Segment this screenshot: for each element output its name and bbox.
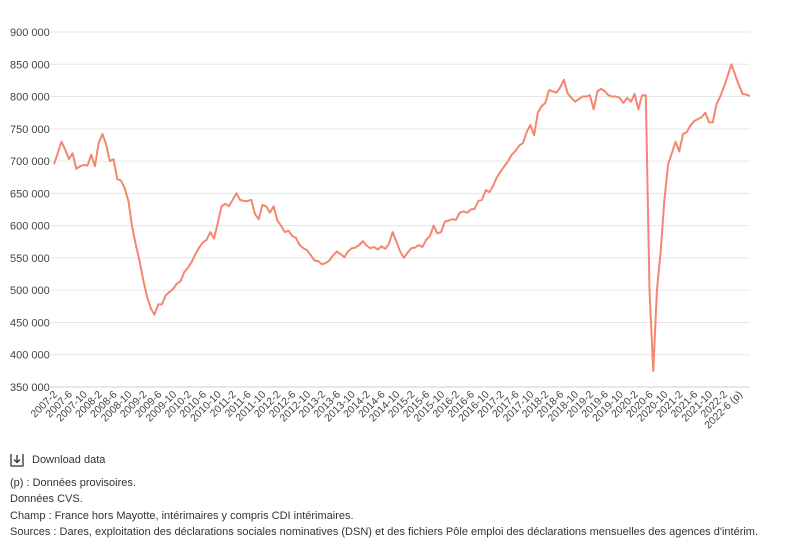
- y-tick-label: 900 000: [10, 27, 50, 39]
- download-data-button[interactable]: Download data: [10, 452, 758, 469]
- series-line: [53, 63, 751, 372]
- x-axis-ticks: 2007-22007-62007-102008-22008-62008-1020…: [29, 389, 745, 432]
- note-provisional: (p) : Données provisoires.: [10, 476, 136, 489]
- y-tick-label: 400 000: [10, 350, 50, 362]
- note-sources: Sources : Dares, exploitation des déclar…: [10, 526, 759, 538]
- line-chart: 350 000 400 000 450 000 500 000 550 000 600 0…: [10, 27, 751, 432]
- download-data-label: Download data: [32, 454, 106, 466]
- note-scope: Champ : France hors Mayotte, intérimaire…: [10, 509, 354, 522]
- y-tick-label: 350 000: [10, 382, 50, 394]
- y-tick-label: 600 000: [10, 221, 50, 233]
- y-tick-label: 800 000: [10, 92, 50, 104]
- y-tick-label: 850 000: [10, 59, 50, 71]
- y-axis-ticks: 350 000 400 000 450 000 500 000 550 000 600 0…: [10, 27, 50, 394]
- y-tick-label: 550 000: [10, 253, 50, 265]
- y-tick-label: 500 000: [10, 285, 50, 297]
- y-tick-label: 650 000: [10, 188, 50, 200]
- note-cvs: Données CVS.: [10, 493, 83, 505]
- y-tick-label: 750 000: [10, 124, 50, 136]
- gridlines: [50, 31, 750, 388]
- y-tick-label: 450 000: [10, 317, 50, 329]
- chart-footer: Download data (p) : Données provisoires.…: [10, 452, 758, 541]
- y-tick-label: 700 000: [10, 156, 50, 168]
- download-icon: [10, 453, 24, 467]
